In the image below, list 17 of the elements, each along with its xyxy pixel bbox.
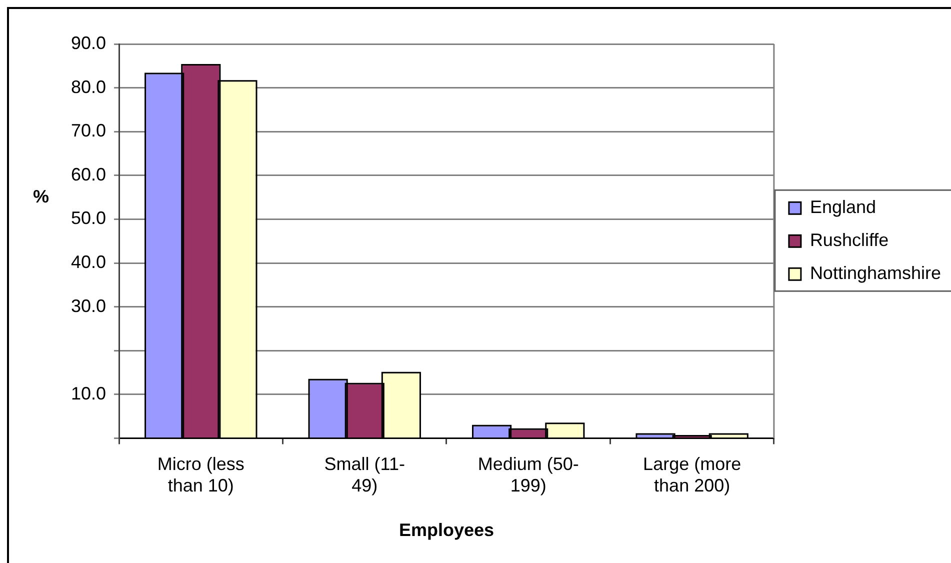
y-tick-label: 50.0: [70, 208, 106, 228]
legend-label: Rushcliffe: [810, 230, 889, 250]
y-tick-label: 60.0: [70, 164, 106, 184]
legend-label: England: [810, 197, 876, 218]
y-tick-label: 40.0: [70, 252, 106, 272]
x-tick-label: Medium (50-199): [478, 454, 579, 496]
y-tick-label: 80.0: [70, 76, 106, 97]
x-tick-label: Small (11-49): [324, 454, 405, 496]
y-tick-label: 30.0: [70, 296, 106, 316]
y-tick-label: 70.0: [70, 120, 106, 141]
y-axis-title: %: [33, 186, 50, 207]
x-axis-title: Employees: [398, 520, 494, 540]
legend-label: Nottinghamshire: [810, 263, 941, 284]
x-tick-label: Micro (less than 10): [157, 454, 244, 496]
y-tick-label: 10.0: [70, 383, 106, 404]
x-tick-label: Large (more than 200): [643, 454, 742, 496]
y-tick-label: 90.0: [70, 32, 106, 53]
